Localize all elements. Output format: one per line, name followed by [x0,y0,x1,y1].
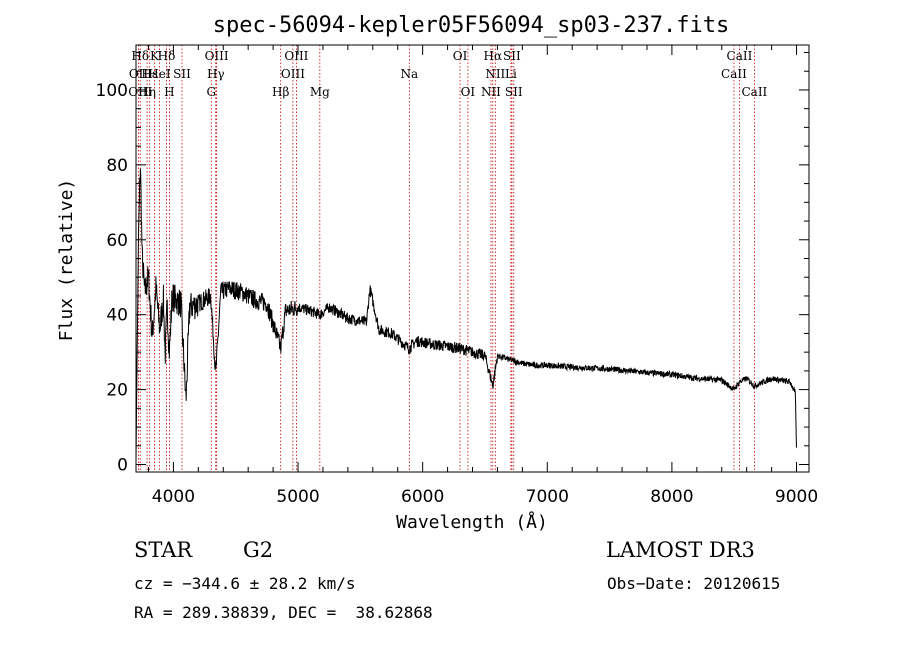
line-label: K [150,49,160,63]
coordinates: RA = 289.38839, DEC = 38.62868 [134,603,433,622]
x-tick-label: 4000 [152,487,195,507]
y-tick-label: 100 [96,81,128,101]
line-label: OIII [128,85,152,99]
x-axis-label: Wavelength (Å) [396,511,548,533]
line-label: HeI [148,67,171,81]
y-tick-label: 40 [106,306,128,326]
line-label: Mg [310,85,330,99]
chart-title: spec-56094-kepler05F56094_sp03-237.fits [213,13,730,38]
plot-frame [135,44,810,473]
y-tick-label: 20 [106,381,128,401]
line-label: Hβ [272,85,289,99]
line-label: Na [400,67,418,81]
y-tick-label: 80 [106,156,128,176]
x-tick-label: 5000 [276,487,319,507]
x-tick-label: 7000 [526,487,569,507]
spectrum-line [135,168,797,461]
line-label: CaII [741,85,767,99]
object-subclass: G2 [243,538,274,562]
redshift-velocity: cz = −344.6 ± 28.2 km/s [134,574,356,593]
spectral-line-markers [138,45,755,472]
y-tick-label: 60 [106,231,128,251]
line-label: SII [173,67,191,81]
line-label: OI [453,49,468,63]
line-label: G [206,85,216,99]
line-label: NII [481,85,501,99]
y-tick-label: 0 [117,456,128,476]
line-label: Hε [141,67,158,81]
line-label: CaII [727,49,753,63]
line-label: Hα [484,49,503,63]
line-label: OII [129,67,149,81]
line-label: OI [461,85,476,99]
x-tick-label: 6000 [401,487,444,507]
y-axis-ticks: 0 20 40 60 80 100 [96,51,809,476]
observation-date: Obs−Date: 20120615 [607,574,781,593]
x-tick-label: 8000 [650,487,693,507]
line-label: Li [505,67,517,81]
line-label: H [164,85,174,99]
survey-name: LAMOST DR3 [606,538,755,562]
line-label: Hη [138,85,156,99]
x-tick-label: 9000 [775,487,818,507]
line-label: OIII [284,49,308,63]
line-label: NII [485,67,505,81]
line-label: SII [503,49,521,63]
line-label: Hγ [207,67,225,81]
line-label: OIII [205,49,229,63]
line-label: Hδ [158,49,176,63]
line-label: CaII [721,67,747,81]
line-label: SII [505,85,523,99]
x-axis-ticks: 4000 5000 6000 7000 8000 9000 [147,45,818,507]
y-axis-label: Flux (relative) [56,179,77,342]
line-label: Hδ [131,49,149,63]
object-class: STAR [134,538,193,562]
line-label: OIII [281,67,305,81]
